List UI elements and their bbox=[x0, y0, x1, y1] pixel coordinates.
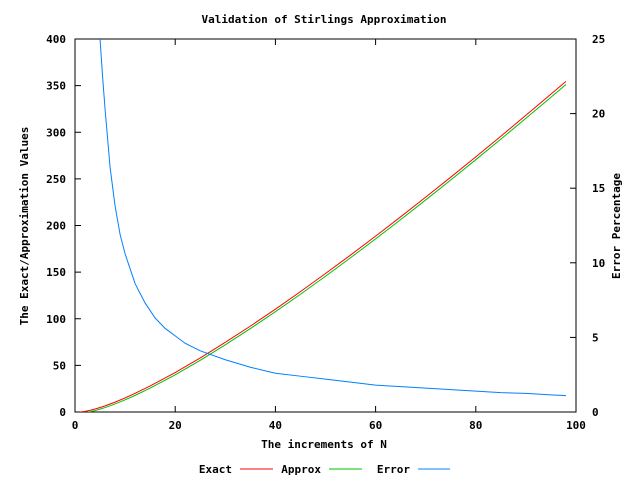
y-tick-label: 50 bbox=[53, 359, 66, 372]
y2-tick-label: 15 bbox=[592, 182, 605, 195]
legend-label-approx: Approx bbox=[281, 463, 321, 476]
legend: Exact Approx Error bbox=[199, 463, 450, 476]
legend-label-error: Error bbox=[377, 463, 410, 476]
chart-title: Validation of Stirlings Approximation bbox=[201, 13, 446, 26]
y-tick-label: 0 bbox=[59, 406, 66, 419]
y2-tick-label: 0 bbox=[592, 406, 599, 419]
x-axis-label: The increments of N bbox=[261, 438, 387, 451]
series-layer bbox=[79, 39, 567, 412]
y-axis: 0 50 100 150 200 250 300 350 400 bbox=[46, 33, 81, 419]
plot-frame bbox=[74, 38, 577, 413]
legend-label-exact: Exact bbox=[199, 463, 232, 476]
y2-axis: 0 5 10 15 20 25 bbox=[570, 33, 605, 419]
x-tick-label: 80 bbox=[469, 419, 482, 432]
x-tick-label: 60 bbox=[369, 419, 382, 432]
y2-tick-label: 10 bbox=[592, 257, 605, 270]
y-axis-label: The Exact/Approximation Values bbox=[18, 127, 31, 326]
x-tick-label: 20 bbox=[169, 419, 182, 432]
series-line-approx bbox=[85, 84, 567, 412]
y-tick-label: 150 bbox=[46, 266, 66, 279]
y2-tick-label: 5 bbox=[592, 331, 599, 344]
series-line-error bbox=[99, 39, 567, 397]
x-axis: 0 20 40 60 80 100 bbox=[72, 39, 586, 432]
x-tick-label: 100 bbox=[566, 419, 586, 432]
y2-tick-label: 25 bbox=[592, 33, 605, 46]
y-tick-label: 250 bbox=[46, 173, 66, 186]
y2-tick-label: 20 bbox=[592, 108, 605, 121]
y2-axis-label: Error Percentage bbox=[610, 173, 623, 279]
y-tick-label: 100 bbox=[46, 313, 66, 326]
x-tick-label: 0 bbox=[72, 419, 79, 432]
series-line-exact bbox=[79, 80, 567, 412]
x-tick-label: 40 bbox=[269, 419, 282, 432]
y-tick-label: 400 bbox=[46, 33, 66, 46]
y-tick-label: 200 bbox=[46, 220, 66, 233]
y-tick-label: 350 bbox=[46, 80, 66, 93]
y-tick-label: 300 bbox=[46, 126, 66, 139]
